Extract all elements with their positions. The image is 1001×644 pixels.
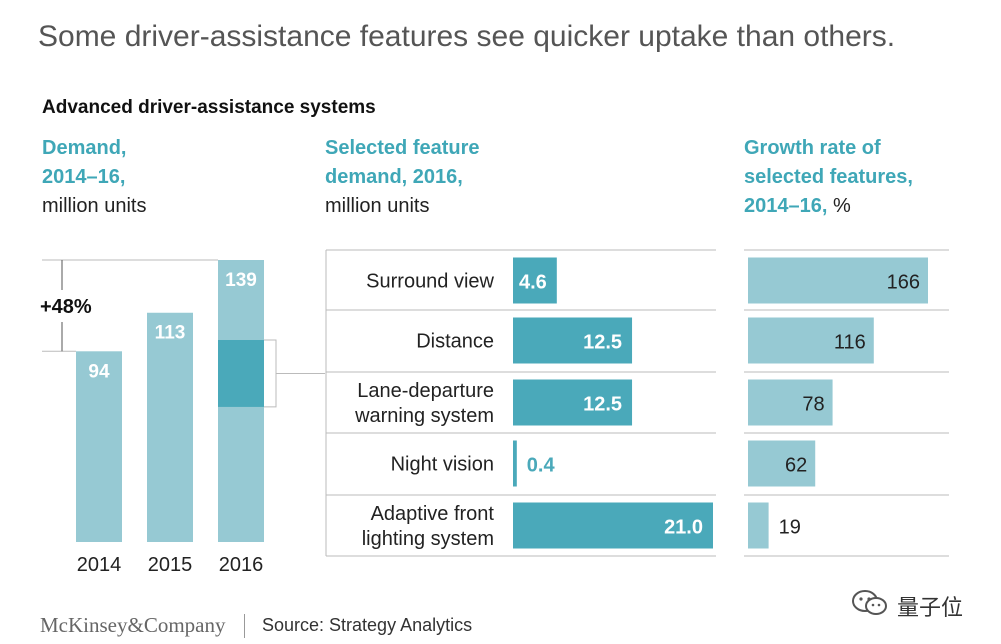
year-tick-2015: 2015	[148, 554, 193, 576]
chart-subtitle: Advanced driver-assistance systems	[42, 97, 376, 118]
growth-column-heading: Growth rate of selected features, 2014–1…	[744, 134, 913, 221]
feature-label-4-1: lighting system	[362, 528, 494, 550]
feature-bar-1	[513, 317, 633, 364]
demand-bar-label-2016: 139	[225, 270, 257, 291]
demand-bar-label-2015: 113	[155, 323, 186, 344]
headline: Some driver-assistance features see quic…	[38, 20, 896, 53]
growth-value-2: 78	[802, 394, 824, 416]
feature-bar-4	[513, 502, 713, 549]
feature-bar-0	[513, 257, 557, 304]
feature-label-0-0: Surround view	[366, 271, 494, 293]
demand-bar-2014	[76, 351, 122, 542]
demand-heading-line1: Demand,	[42, 137, 127, 159]
feature-label-2-0: Lane-departure	[357, 380, 494, 402]
footer-divider	[244, 614, 245, 638]
feature-label-3-0: Night vision	[391, 454, 494, 476]
feature-value-0: 4.6	[519, 272, 547, 294]
growth-value-0: 166	[887, 272, 920, 294]
demand-bar-2015	[147, 312, 193, 542]
feature-label-1-0: Distance	[416, 331, 494, 353]
growth-bar-4	[748, 502, 769, 549]
source-note: Source: Strategy Analytics	[262, 615, 473, 635]
demand-bar-label-2014: 94	[88, 361, 110, 382]
feature-value-1: 12.5	[583, 332, 622, 354]
feature-heading-line1: Selected feature	[325, 137, 480, 159]
watermark-text: 量子位	[897, 595, 964, 620]
growth-heading-unit: %	[832, 195, 851, 217]
growth-heading-line2: selected features,	[744, 166, 913, 188]
growth-bar-0	[748, 257, 928, 304]
feature-bar-3	[513, 440, 517, 487]
growth-value-1: 116	[834, 332, 866, 354]
feature-value-4: 21.0	[664, 517, 703, 539]
feature-heading-line2: demand, 2016,	[325, 166, 463, 188]
year-tick-2014: 2014	[77, 554, 122, 576]
feature-value-2: 12.5	[583, 394, 622, 416]
feature-column-heading: Selected feature demand, 2016, million u…	[325, 134, 480, 221]
feature-label-2-1: warning system	[354, 405, 494, 427]
feature-label-4-0: Adaptive front	[371, 503, 495, 525]
growth-bar-3	[748, 440, 816, 487]
growth-value-4: 19	[779, 517, 801, 539]
feature-heading-unit: million units	[325, 195, 430, 217]
mckinsey-logo: McKinsey&Company	[40, 613, 226, 637]
year-tick-2016: 2016	[219, 554, 264, 576]
feature-bar-2	[513, 379, 633, 426]
wechat-icon	[852, 590, 887, 615]
growth-value-3: 62	[785, 455, 807, 477]
growth-bar-2	[748, 379, 833, 426]
segment-bracket	[264, 339, 277, 408]
growth-annotation: +48%	[40, 296, 92, 318]
growth-heading-line1: Growth rate of	[744, 137, 881, 159]
demand-heading-line2: 2014–16,	[42, 166, 126, 188]
growth-heading-line3: 2014–16,	[744, 195, 828, 217]
growth-bar-1	[748, 317, 874, 364]
demand-heading-unit: million units	[42, 195, 147, 217]
feature-value-3: 0.4	[527, 455, 556, 477]
demand-2016-highlight-segment	[218, 340, 264, 407]
demand-column-heading: Demand, 2014–16, million units	[42, 134, 146, 221]
